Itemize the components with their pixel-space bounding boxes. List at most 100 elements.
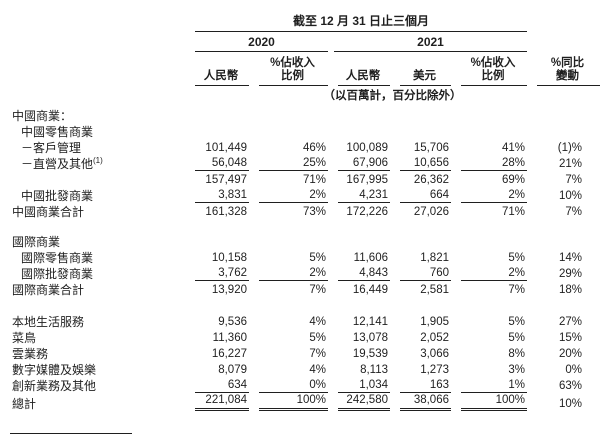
val-2020-rmb: 3,762 — [185, 265, 249, 281]
year-2020-cell: 2020 — [185, 32, 328, 52]
header-row-years: 2020 2021 — [0, 32, 600, 52]
row-label: －直營及其他(1) — [0, 155, 185, 172]
header-spacer — [527, 32, 600, 52]
units-note-cell: （以百萬計，百分比除外） — [185, 86, 600, 103]
val-yoy-change: 10% — [559, 190, 583, 202]
year-2021-label: 2021 — [334, 35, 528, 52]
val-2021-rmb: 8,113 — [360, 364, 388, 376]
header-spacer — [0, 10, 185, 32]
units-note: （以百萬計，百分比除外） — [323, 90, 462, 102]
val-2021-pct: 2% — [451, 265, 528, 281]
header-row-units: （以百萬計，百分比除外） — [0, 86, 600, 103]
spacer-row — [0, 219, 600, 233]
val-yoy-change: 10% — [559, 398, 583, 410]
table-row-total: 總計 221,084 100% 242,580 38,066 100% 10% — [0, 393, 600, 411]
table-row: －直營及其他(1) 56,048 25% 67,906 10,656 28% 2… — [0, 155, 600, 171]
val-yoy-change: 20% — [559, 348, 583, 360]
col-header-yoy: %同比 變動 — [527, 52, 600, 86]
val-2021-usd: 2,052 — [420, 332, 449, 344]
val-yoy-change: 21% — [559, 158, 583, 170]
val-2021-pct: 28% — [451, 155, 528, 171]
val-2021-pct: 2% — [451, 187, 528, 203]
val-2020-rmb: 11,360 — [212, 332, 247, 344]
footnote-ref: (1) — [93, 156, 103, 165]
val-2021-usd: 1,273 — [420, 364, 449, 376]
table-row: 中國商業合計 161,328 73% 172,226 27,026 71% 7% — [0, 203, 600, 219]
header-row-period: 截至 12 月 31 日止三個月 — [0, 10, 600, 32]
row-label: 國際批發商業 — [21, 267, 94, 281]
val-2020-rmb: 10,158 — [211, 252, 247, 264]
val-2020-pct: 5% — [309, 332, 326, 344]
val-2021-rmb: 1,034 — [328, 377, 390, 393]
row-label: 中國批發商業 — [21, 189, 94, 203]
table-row: 雲業務 16,227 7% 19,539 3,066 8% 20% — [0, 345, 600, 361]
val-2020-pct: 5% — [309, 252, 326, 264]
col-header-2021-pct: %佔收入 比例 — [451, 52, 528, 86]
header-row-columns: 人民幣 %佔收入 比例 人民幣 美元 %佔收入 比例 %同比 變動 — [0, 52, 600, 86]
val-2020-pct: 7% — [309, 284, 326, 296]
row-label: 國際零售商業 — [21, 251, 94, 265]
val-2021-pct: 71% — [502, 206, 526, 218]
table-row: 本地生活服務 9,536 4% 12,141 1,905 5% 27% — [0, 313, 600, 329]
row-label: 數字媒體及娛樂 — [12, 363, 97, 377]
val-2021-usd: 38,066 — [390, 393, 451, 411]
year-2020-label: 2020 — [195, 35, 328, 52]
row-label — [0, 171, 185, 187]
val-2020-pct: 25% — [249, 155, 328, 171]
row-label: 中國零售商業 — [21, 125, 94, 139]
val-yoy-change: 7% — [565, 206, 583, 218]
row-label: 雲業務 — [12, 347, 49, 361]
val-2021-pct: 1% — [451, 377, 528, 393]
val-2021-usd: 1,905 — [420, 316, 449, 328]
row-label: 國際商業合計 — [12, 283, 85, 297]
val-2020-pct: 46% — [302, 142, 326, 154]
spacer-row — [0, 297, 600, 313]
val-2021-pct: 69% — [502, 174, 526, 186]
val-2021-usd: 664 — [390, 187, 451, 203]
val-2020-rmb: 161,328 — [205, 206, 247, 218]
revenue-breakdown-table: 截至 12 月 31 日止三個月 2020 2021 人民幣 %佔收入 比例 人… — [0, 10, 600, 411]
val-2021-rmb: 4,231 — [328, 187, 390, 203]
val-yoy-change: 15% — [559, 332, 583, 344]
val-2021-rmb: 12,141 — [352, 316, 388, 328]
val-2021-usd: 1,821 — [420, 252, 449, 264]
table-row: 菜鳥 11,360 5% 13,078 2,052 5% 15% — [0, 329, 600, 345]
val-2021-rmb: 16,449 — [352, 284, 388, 296]
footnote-separator-line — [10, 433, 132, 434]
val-2020-pct: 0% — [249, 377, 328, 393]
val-2021-pct: 5% — [508, 316, 526, 328]
val-2020-pct: 100% — [249, 393, 328, 411]
val-2021-usd: 27,026 — [413, 206, 449, 218]
header-spacer — [0, 52, 185, 86]
period-title-cell: 截至 12 月 31 日止三個月 — [185, 10, 528, 32]
val-2021-usd: 760 — [390, 265, 451, 281]
val-2021-pct: 7% — [508, 284, 526, 296]
col-header-2020-pct: %佔收入 比例 — [249, 52, 328, 86]
val-yoy-change: (1)% — [557, 142, 583, 154]
val-yoy-change: 7% — [565, 174, 583, 186]
val-2021-usd: 2,581 — [420, 284, 449, 296]
val-yoy-change: 29% — [559, 268, 583, 280]
row-label: 總計 — [12, 397, 37, 411]
val-yoy-change: 0% — [565, 364, 583, 376]
col-header-2020-rmb: 人民幣 — [185, 52, 249, 86]
val-2020-rmb: 101,449 — [205, 142, 247, 154]
row-label: 中國商業： — [12, 109, 73, 123]
col-header-label: %佔收入 比例 — [461, 57, 528, 86]
col-header-label: 美元 — [400, 70, 451, 86]
val-2021-pct: 41% — [502, 142, 526, 154]
table-row: 157,497 71% 167,995 26,362 69% 7% — [0, 171, 600, 187]
col-header-2021-rmb: 人民幣 — [328, 52, 390, 86]
year-2021-cell: 2021 — [328, 32, 528, 52]
val-2021-rmb: 4,843 — [328, 265, 390, 281]
row-label: 中國商業合計 — [12, 205, 85, 219]
val-2021-rmb: 67,906 — [328, 155, 390, 171]
val-2020-pct: 4% — [309, 316, 326, 328]
val-2020-rmb: 3,831 — [185, 187, 249, 203]
val-2021-pct: 5% — [508, 332, 526, 344]
row-label: 國際商業 — [12, 235, 61, 249]
val-2020-rmb: 56,048 — [185, 155, 249, 171]
col-header-label: %佔收入 比例 — [259, 57, 328, 86]
table-row: 國際批發商業 3,762 2% 4,843 760 2% 29% — [0, 265, 600, 281]
